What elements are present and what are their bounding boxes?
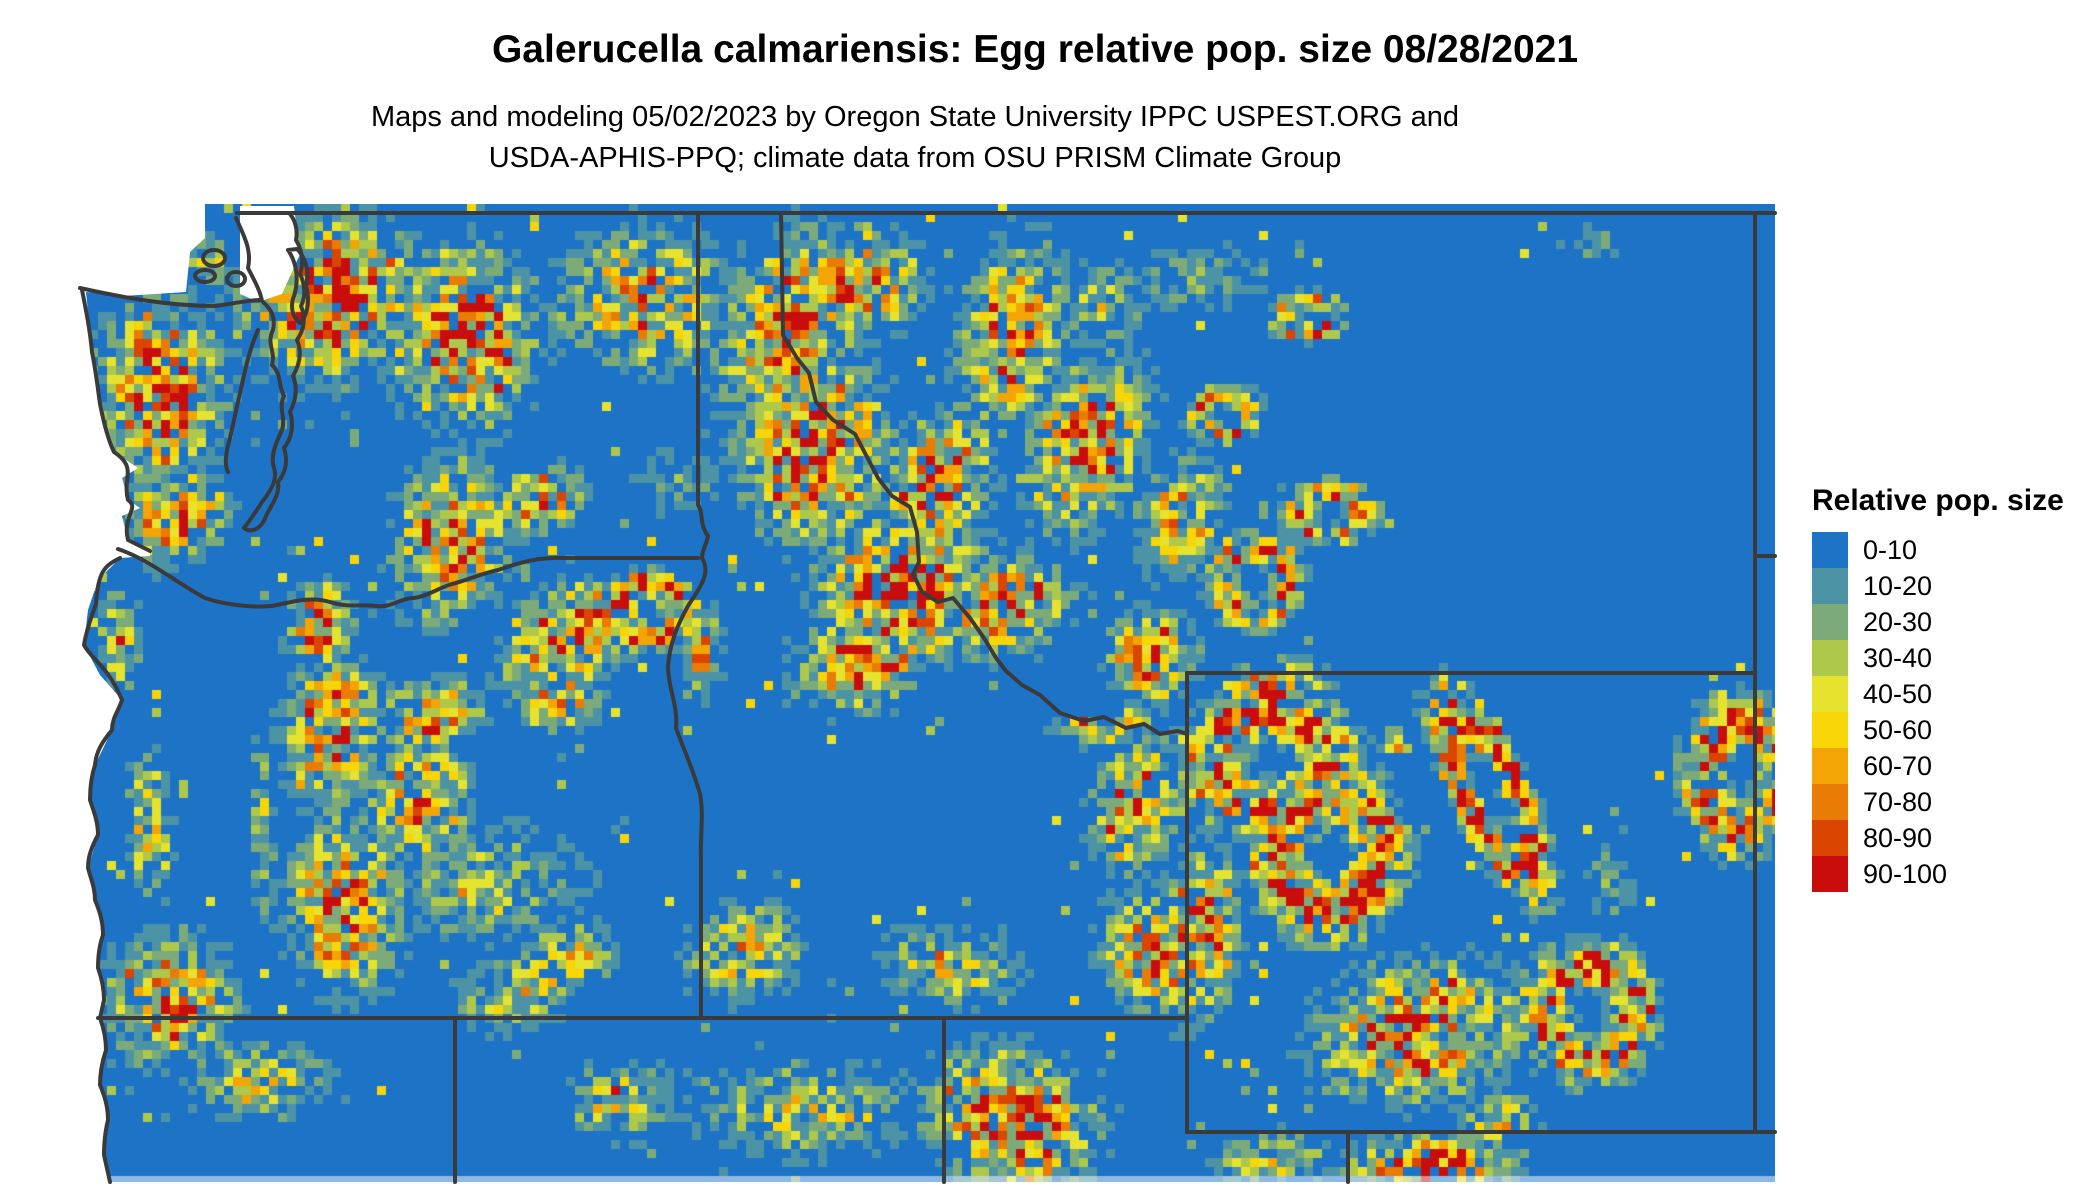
coast-whidbey-island xyxy=(286,247,310,325)
legend-swatch xyxy=(1812,856,1848,892)
legend-item-label: 50-60 xyxy=(1863,714,1933,745)
ocean-mask xyxy=(80,204,205,1182)
legend-swatch xyxy=(1812,532,1848,568)
legend-item: 90-100 xyxy=(1812,856,2064,892)
coast-wa xyxy=(80,288,152,553)
border-id-mt-divide xyxy=(779,211,1189,736)
subtitle-line-1: Maps and modeling 05/02/2023 by Oregon S… xyxy=(370,101,1460,133)
legend-item-label: 30-40 xyxy=(1863,642,1933,673)
legend-item: 0-10 xyxy=(1812,532,2064,568)
coast-san-juan-1 xyxy=(201,248,228,268)
legend-swatch xyxy=(1812,640,1848,676)
legend-item: 80-90 xyxy=(1812,820,2064,856)
border-columbia-river xyxy=(116,547,700,609)
coast-puget-sound xyxy=(234,212,307,533)
legend-item-label: 80-90 xyxy=(1863,822,1933,853)
coast-san-juan-2 xyxy=(225,270,248,288)
legend-swatch xyxy=(1812,568,1848,604)
legend-item-label: 70-80 xyxy=(1863,786,1933,817)
coast-strait-south-shore xyxy=(78,286,262,308)
legend-swatch xyxy=(1812,676,1848,712)
legend-item-label: 90-100 xyxy=(1863,858,1948,889)
map-subtitle: Maps and modeling 05/02/2023 by Oregon S… xyxy=(0,97,1830,179)
legend-swatch xyxy=(1812,784,1848,820)
coast-or xyxy=(82,556,124,1184)
border-snake-river xyxy=(666,556,708,1020)
legend-swatch xyxy=(1812,748,1848,784)
legend-item-label: 20-30 xyxy=(1863,606,1933,637)
legend-item: 50-60 xyxy=(1812,712,2064,748)
legend-item: 30-40 xyxy=(1812,640,2064,676)
legend-item: 60-70 xyxy=(1812,748,2064,784)
coast-hood-canal xyxy=(223,328,260,474)
legend-item-label: 40-50 xyxy=(1863,678,1933,709)
legend-swatch xyxy=(1812,820,1848,856)
page-title: Galerucella calmariensis: Egg relative p… xyxy=(491,28,1579,71)
legend-item: 20-30 xyxy=(1812,604,2064,640)
legend-item: 40-50 xyxy=(1812,676,2064,712)
coast-san-juan-3 xyxy=(193,268,218,284)
legend-item-label: 0-10 xyxy=(1863,534,1918,565)
legend-item: 10-20 xyxy=(1812,568,2064,604)
legend-swatch xyxy=(1812,604,1848,640)
subtitle-line-2: USDA-APHIS-PPQ; climate data from OSU PR… xyxy=(488,142,1342,174)
legend-title: Relative pop. size xyxy=(1812,484,2064,517)
legend-item-label: 60-70 xyxy=(1863,750,1933,781)
border-wa-id xyxy=(696,211,710,560)
legend-item: 70-80 xyxy=(1812,784,2064,820)
legend-items: 0-10 10-20 20-30 30-40 40-50 50-60 60-70 70-80 8… xyxy=(1812,532,2064,892)
state-borders xyxy=(96,211,1777,1184)
coastline xyxy=(78,212,310,1184)
legend-item-label: 10-20 xyxy=(1863,570,1933,601)
legend: Relative pop. size 0-10 10-20 20-30 30-40 40… xyxy=(1812,484,2064,892)
legend-swatch xyxy=(1812,712,1848,748)
